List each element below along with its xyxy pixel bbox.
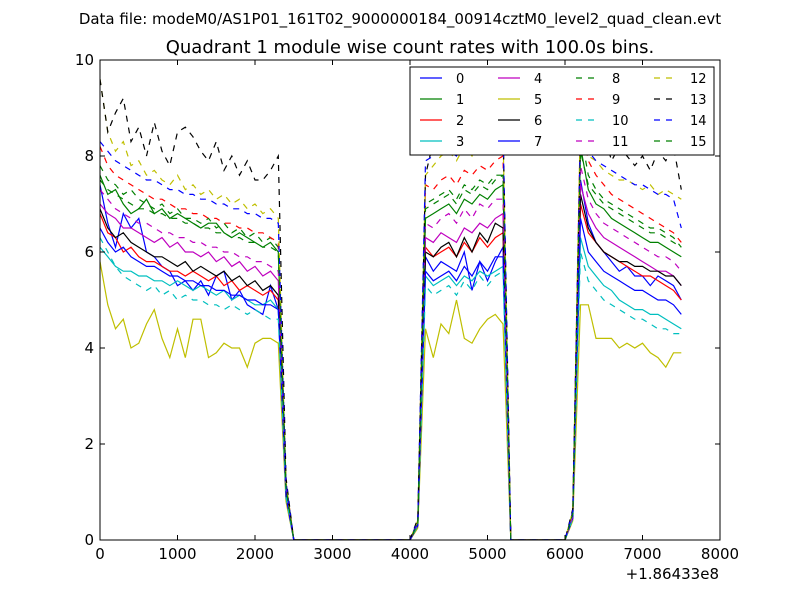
x-tick-label: 2000: [236, 545, 274, 563]
x-tick-label: 3000: [313, 545, 351, 563]
series-line-4: [100, 184, 682, 540]
series-line-7: [100, 218, 682, 540]
chart-title: Quadrant 1 module wise count rates with …: [166, 37, 655, 58]
figure-suptitle: Data file: modeM0/AS1P01_161T02_90000001…: [79, 10, 721, 29]
x-tick-label: 4000: [391, 545, 429, 563]
y-tick-label: 0: [84, 531, 94, 549]
series-line-13: [100, 79, 682, 540]
legend-label-0: 0: [456, 72, 464, 87]
x-tick-label: 0: [95, 545, 105, 563]
x-tick-label: 8000: [701, 545, 739, 563]
legend-label-2: 2: [456, 114, 464, 129]
legend-label-15: 15: [690, 135, 707, 150]
legend-label-7: 7: [534, 135, 542, 150]
legend-label-8: 8: [612, 72, 620, 87]
series-line-3: [100, 237, 682, 540]
y-tick-label: 6: [84, 243, 94, 261]
series-line-10: [100, 237, 682, 540]
series-line-11: [100, 165, 682, 540]
x-tick-label: 1000: [158, 545, 196, 563]
x-tick-label: 6000: [546, 545, 584, 563]
legend-label-13: 13: [690, 93, 707, 108]
legend-label-10: 10: [612, 114, 629, 129]
legend-label-4: 4: [534, 72, 542, 87]
legend-label-11: 11: [612, 135, 629, 150]
legend-label-14: 14: [690, 114, 707, 129]
legend-label-3: 3: [456, 135, 464, 150]
legend-box: [409, 66, 715, 156]
x-tick-label: 7000: [623, 545, 661, 563]
series-line-5: [100, 261, 682, 540]
y-tick-label: 4: [84, 339, 94, 357]
legend-label-6: 6: [534, 114, 542, 129]
y-tick-label: 10: [75, 51, 94, 69]
series-line-0: [100, 179, 682, 540]
y-tick-label: 2: [84, 435, 94, 453]
legend-label-12: 12: [690, 72, 707, 87]
y-tick-label: 8: [84, 147, 94, 165]
x-offset-label: +1.86433e8: [626, 565, 719, 583]
series-line-6: [100, 194, 682, 540]
legend-label-5: 5: [534, 93, 542, 108]
legend-label-9: 9: [612, 93, 620, 108]
series-line-15: [100, 151, 682, 540]
series-line-2: [100, 203, 682, 540]
x-tick-label: 5000: [468, 545, 506, 563]
legend-label-1: 1: [456, 93, 464, 108]
